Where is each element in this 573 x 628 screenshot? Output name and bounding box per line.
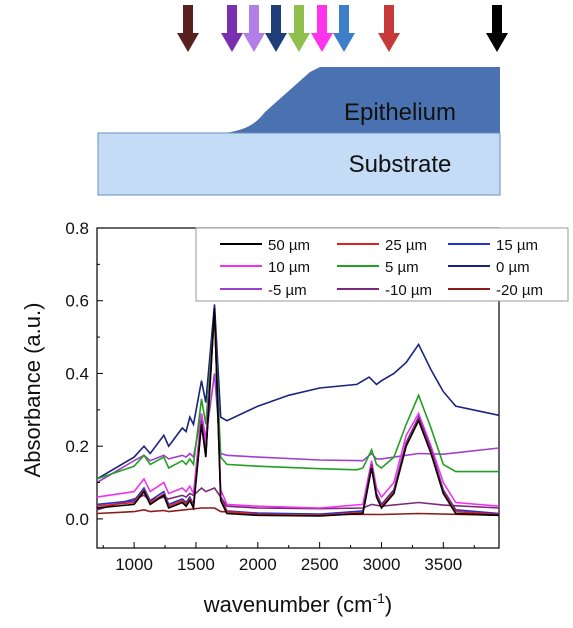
legend-label: 15 µm — [496, 237, 538, 254]
legend: 50 µm 25 µm 15 µm 10 µm 5 µm 0 µm -5 µm -10 µm -… — [195, 227, 569, 302]
y-tick-label: 0.0 — [65, 510, 89, 529]
x-tick-label: 1500 — [177, 555, 215, 574]
series-line — [96, 311, 500, 517]
legend-label: -20 µm — [496, 282, 543, 299]
depth-arrow — [333, 5, 355, 52]
arrow-row — [177, 5, 508, 52]
substrate-label: Substrate — [349, 151, 452, 178]
x-tick-label: 3500 — [424, 555, 462, 574]
epithelium-label: Epithelium — [344, 99, 456, 126]
depth-arrow — [486, 5, 508, 52]
legend-label: 10 µm — [268, 259, 310, 276]
depth-arrow — [221, 5, 243, 52]
y-axis-ticks: 0.0 0.2 0.4 0.6 0.8 — [65, 219, 103, 529]
series-line — [96, 311, 499, 480]
y-tick-label: 0.4 — [65, 364, 89, 383]
legend-label: 0 µm — [496, 259, 530, 276]
x-axis-label-close: ) — [385, 592, 392, 617]
x-axis-ticks: 1000 1500 2000 2500 3000 3500 — [102, 542, 475, 574]
x-tick-label: 1000 — [115, 555, 153, 574]
x-tick-label: 2500 — [301, 555, 339, 574]
series-line — [96, 304, 500, 480]
substrate-layer — [97, 132, 501, 196]
series-lines — [96, 304, 500, 517]
depth-arrow — [378, 5, 400, 52]
schematic: Epithelium Substrate — [97, 5, 508, 196]
y-axis-label: Absorbance (a.u.) — [20, 303, 45, 478]
y-tick-label: 0.2 — [65, 437, 89, 456]
series-line — [96, 309, 500, 516]
legend-label: -5 µm — [268, 282, 307, 299]
x-axis-label-sup: -1 — [372, 590, 385, 606]
x-axis-label-main: wavenumber (cm — [203, 592, 373, 617]
series-line — [96, 373, 500, 484]
y-tick-label: 0.8 — [65, 219, 89, 238]
depth-arrow — [265, 5, 287, 52]
epithelium-layer — [98, 67, 500, 133]
depth-arrow — [243, 5, 265, 52]
legend-label: 25 µm — [385, 237, 427, 254]
series-line — [96, 311, 500, 509]
y-tick-label: 0.6 — [65, 292, 89, 311]
spectrum-chart: 1000 1500 2000 2500 3000 3500 0.0 0.2 0.4 0.6 0.8… — [20, 219, 569, 617]
legend-label: -10 µm — [385, 282, 432, 299]
legend-label: 5 µm — [385, 259, 419, 276]
x-axis-label: wavenumber (cm-1) — [203, 590, 393, 617]
legend-label: 50 µm — [268, 237, 310, 254]
depth-arrow — [311, 5, 333, 52]
x-tick-label: 3000 — [363, 555, 401, 574]
depth-arrow — [177, 5, 199, 52]
depth-arrow — [288, 5, 310, 52]
series-line — [96, 307, 500, 517]
x-tick-label: 2000 — [239, 555, 277, 574]
series-line — [96, 507, 500, 517]
